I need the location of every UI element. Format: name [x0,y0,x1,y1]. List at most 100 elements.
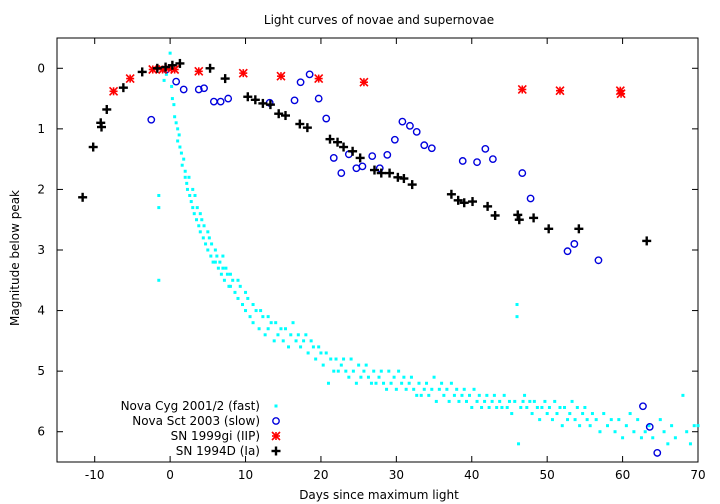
data-point [583,405,587,409]
data-point [349,357,353,361]
y-tick-label: 5 [37,364,45,378]
data-point [351,369,355,373]
data-point [673,436,677,440]
data-point [532,399,536,403]
data-point [180,163,184,167]
data-point [209,97,218,106]
data-point [566,418,570,422]
data-point [182,157,186,161]
data-point [355,153,365,163]
data-point [406,121,414,130]
data-point [372,369,376,373]
data-point [628,412,632,416]
data-point [412,387,416,391]
data-point [211,260,215,264]
data-point [170,84,174,88]
data-point [157,206,161,210]
data-point [598,430,602,434]
data-point [311,345,315,349]
data-point [251,303,255,307]
data-point [224,94,233,103]
data-point [666,442,670,446]
data-point [358,162,367,171]
data-point [162,78,166,82]
series-sn-1994d [78,58,652,246]
data-point [198,212,202,216]
data-point [568,412,572,416]
data-point [581,412,585,416]
data-point [563,247,572,256]
data-point [222,278,226,282]
data-point [157,193,161,197]
data-point [221,266,225,270]
data-point [447,399,451,403]
data-point [523,393,527,397]
data-point [324,351,328,355]
data-point [170,97,174,101]
data-point [588,424,592,428]
data-point [528,399,532,403]
data-point [339,363,343,367]
data-point [227,284,231,288]
data-point [164,72,168,76]
data-point [594,256,603,265]
data-point [78,192,88,202]
data-point [175,58,185,68]
data-point [295,119,305,129]
data-point [488,155,497,164]
data-point [321,363,325,367]
data-point [236,278,240,282]
data-point [219,272,223,276]
data-point [325,134,335,144]
data-point [272,339,276,343]
data-point [594,418,598,422]
data-point [662,430,666,434]
data-point [409,375,413,379]
data-point [427,393,431,397]
data-point [519,405,523,409]
data-point [258,98,268,108]
data-point [688,442,692,446]
data-point [518,169,527,177]
data-point [228,272,232,276]
data-point [505,405,509,409]
data-point [397,369,401,373]
data-point [281,339,285,343]
data-point [314,357,318,361]
data-point [183,175,187,179]
y-axis-label: Magnitude below peak [8,190,22,326]
data-point [231,278,235,282]
data-point [639,436,643,440]
data-point [236,296,240,300]
data-point [209,254,213,258]
data-point [481,144,490,153]
data-point [385,387,389,391]
data-point [445,387,449,391]
data-point [332,369,336,373]
data-point [329,357,333,361]
data-point [289,333,293,337]
data-point [485,393,489,397]
data-point [392,375,396,379]
data-point [225,272,229,276]
data-point [269,321,273,325]
data-point [283,327,287,331]
data-point [263,333,267,337]
data-point [555,86,565,96]
data-point [639,402,647,411]
data-point [570,240,579,248]
data-point [287,345,291,349]
data-point [459,198,469,208]
data-point [530,412,534,416]
data-point [322,114,331,123]
data-point [213,248,217,252]
data-point [555,412,559,416]
data-point [216,266,220,270]
data-point [379,369,383,373]
data-point [585,418,589,422]
y-tick-label: 0 [37,61,45,75]
data-point [299,345,303,349]
data-point [452,393,456,397]
data-point [200,84,208,93]
data-point [314,74,324,84]
